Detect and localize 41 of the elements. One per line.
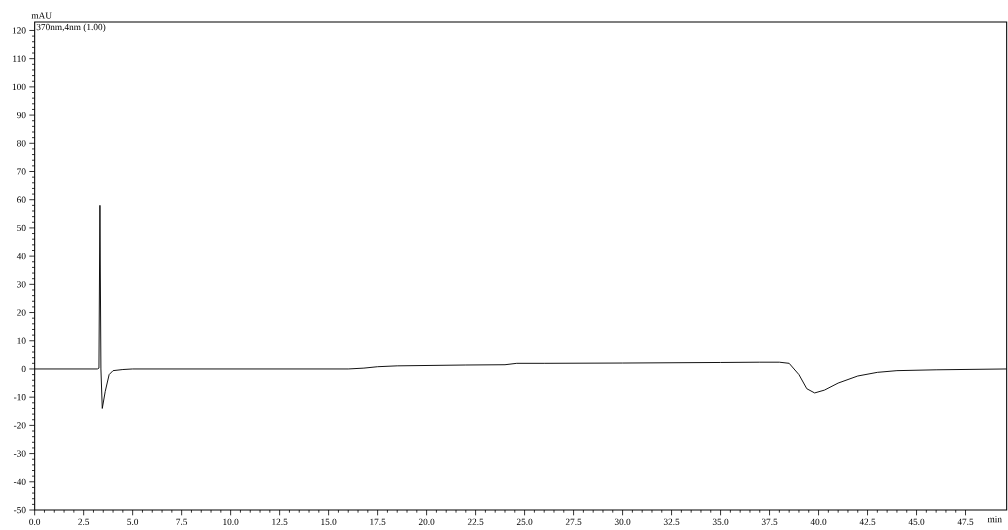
x-tick-label: 35.0 (712, 518, 729, 525)
x-tick-label: 20.0 (418, 518, 435, 525)
y-tick-label: -50 (13, 506, 26, 514)
y-axis-title: mAU (31, 12, 52, 19)
x-tick-label: 25.0 (516, 518, 533, 525)
y-tick-label: -30 (13, 450, 26, 457)
x-tick-label: 22.5 (467, 518, 484, 525)
x-tick-label: 32.5 (663, 518, 680, 525)
x-tick-label: 15.0 (321, 518, 337, 525)
x-axis-title: min (987, 516, 1002, 523)
x-tick-label: 47.5 (957, 518, 974, 525)
x-tick-label: 12.5 (272, 518, 288, 525)
x-tick-label: 2.5 (78, 518, 90, 525)
y-tick-label: 80 (17, 140, 26, 147)
y-tick-label: 110 (13, 55, 26, 62)
x-tick-label: 5.0 (127, 518, 139, 525)
x-tick-label: 45.0 (908, 518, 925, 525)
y-tick-label: -10 (13, 394, 26, 401)
x-tick-label: 0.0 (29, 518, 41, 525)
x-tick-label: 42.5 (859, 518, 876, 525)
y-tick-label: 0 (21, 365, 26, 373)
x-tick-label: 7.5 (176, 518, 188, 525)
annotation: 370nm,4nm (1.00) (36, 23, 106, 33)
y-tick-label: 120 (12, 27, 26, 34)
x-tick-label: 30.0 (614, 518, 631, 525)
y-tick-label: 90 (16, 111, 26, 119)
x-tick-label: 10.0 (223, 518, 239, 525)
y-tick-label: 60 (17, 196, 26, 203)
y-tick-label: -40 (13, 478, 26, 485)
y-tick-label: 50 (17, 224, 26, 232)
y-tick-label: 20 (17, 309, 26, 316)
y-tick-label: 70 (17, 168, 26, 175)
x-tick-label: 17.5 (370, 518, 386, 525)
x-tick-label: 40.0 (810, 518, 827, 525)
y-tick-label: 30 (17, 281, 26, 288)
y-tick-label: -20 (13, 422, 26, 429)
y-tick-label: 100 (12, 83, 26, 90)
y-tick-label: 40 (16, 252, 26, 260)
x-tick-label: 27.5 (565, 518, 582, 525)
x-tick-label: 37.5 (761, 518, 778, 525)
y-tick-label: 10 (17, 337, 26, 344)
